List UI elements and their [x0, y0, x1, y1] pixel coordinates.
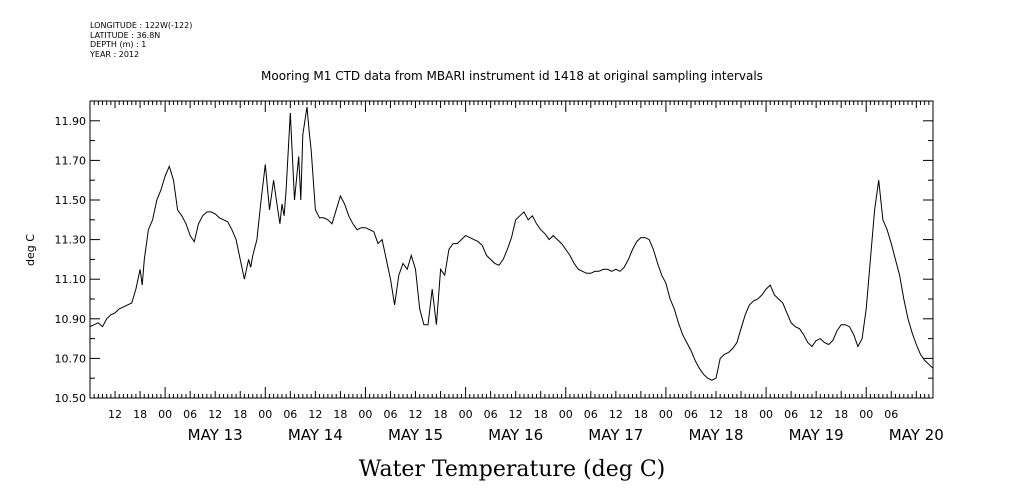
- longitude-label: LONGITUDE : 122W(-122): [90, 21, 193, 30]
- x-hour-tick-label: 12: [809, 408, 823, 421]
- x-hour-tick-label: 18: [434, 408, 448, 421]
- y-tick-label: 11.30: [55, 234, 87, 247]
- y-tick-label: 11.90: [55, 115, 87, 128]
- x-hour-tick-label: 18: [634, 408, 648, 421]
- x-date-label: MAY 13: [188, 426, 243, 444]
- y-tick-label: 11.50: [55, 194, 87, 207]
- x-hour-tick-label: 06: [684, 408, 698, 421]
- x-hour-tick-label: 00: [659, 408, 673, 421]
- x-hour-tick-label: 12: [108, 408, 122, 421]
- series-line-water-temperature: [89, 106, 934, 381]
- x-hour-tick-label: 06: [183, 408, 197, 421]
- x-date-label: MAY 17: [588, 426, 643, 444]
- x-date-label: MAY 16: [488, 426, 543, 444]
- chart-title: Mooring M1 CTD data from MBARI instrumen…: [261, 69, 763, 83]
- y-tick-label: 10.90: [55, 313, 87, 326]
- x-hour-tick-label: 00: [459, 408, 473, 421]
- x-hour-tick-label: 12: [509, 408, 523, 421]
- x-hour-tick-label: 18: [534, 408, 548, 421]
- x-date-label: MAY 18: [688, 426, 743, 444]
- y-axis: 10.50 10.70 10.90 11.10 11.30 11.50 11.70 11.90: [55, 100, 933, 405]
- x-hour-tick-label: 06: [884, 408, 898, 421]
- x-hour-tick-label: 00: [859, 408, 873, 421]
- x-hour-tick-label: 06: [283, 408, 297, 421]
- x-hour-tick-label: 18: [133, 408, 147, 421]
- x-hour-tick-label: 18: [333, 408, 347, 421]
- y-tick-label: 10.50: [55, 392, 87, 405]
- x-hour-tick-label: 12: [609, 408, 623, 421]
- x-hour-tick-label: 18: [734, 408, 748, 421]
- x-hour-tick-label: 00: [559, 408, 573, 421]
- x-axis: 12 18 00 06 12 18 00 06 12 18 00 06 12 18 00 06 12 18 00 06…: [89, 101, 944, 444]
- x-date-label: MAY 15: [388, 426, 443, 444]
- x-hour-tick-label: 06: [383, 408, 397, 421]
- x-hour-tick-label: 18: [834, 408, 848, 421]
- x-hour-tick-label: 18: [233, 408, 247, 421]
- x-date-label: MAY 20: [889, 426, 944, 444]
- x-hour-tick-label: 00: [358, 408, 372, 421]
- y-axis-label: deg C: [24, 234, 37, 266]
- y-tick-label: 11.70: [55, 154, 87, 167]
- x-hour-tick-label: 12: [308, 408, 322, 421]
- x-hour-tick-label: 00: [759, 408, 773, 421]
- x-hour-tick-label: 06: [784, 408, 798, 421]
- depth-label: DEPTH (m) : 1: [90, 40, 147, 49]
- x-hour-tick-label: 00: [158, 408, 172, 421]
- x-hour-tick-label: 06: [584, 408, 598, 421]
- y-tick-label: 10.70: [55, 352, 87, 365]
- year-label: YEAR : 2012: [90, 49, 140, 59]
- latitude-label: LATITUDE : 36.8N: [90, 30, 161, 40]
- x-hour-tick-label: 12: [208, 408, 222, 421]
- y-tick-label: 11.10: [55, 273, 87, 286]
- x-hour-tick-label: 00: [258, 408, 272, 421]
- x-date-label: MAY 19: [789, 426, 844, 444]
- x-axis-label: Water Temperature (deg C): [359, 457, 666, 482]
- x-date-label: MAY 14: [288, 426, 343, 444]
- plot-frame: [89, 100, 934, 399]
- x-hour-tick-label: 12: [409, 408, 423, 421]
- x-hour-tick-label: 12: [709, 408, 723, 421]
- x-hour-tick-label: 06: [484, 408, 498, 421]
- metadata-block: LONGITUDE : 122W(-122) LATITUDE : 36.8N …: [90, 21, 192, 59]
